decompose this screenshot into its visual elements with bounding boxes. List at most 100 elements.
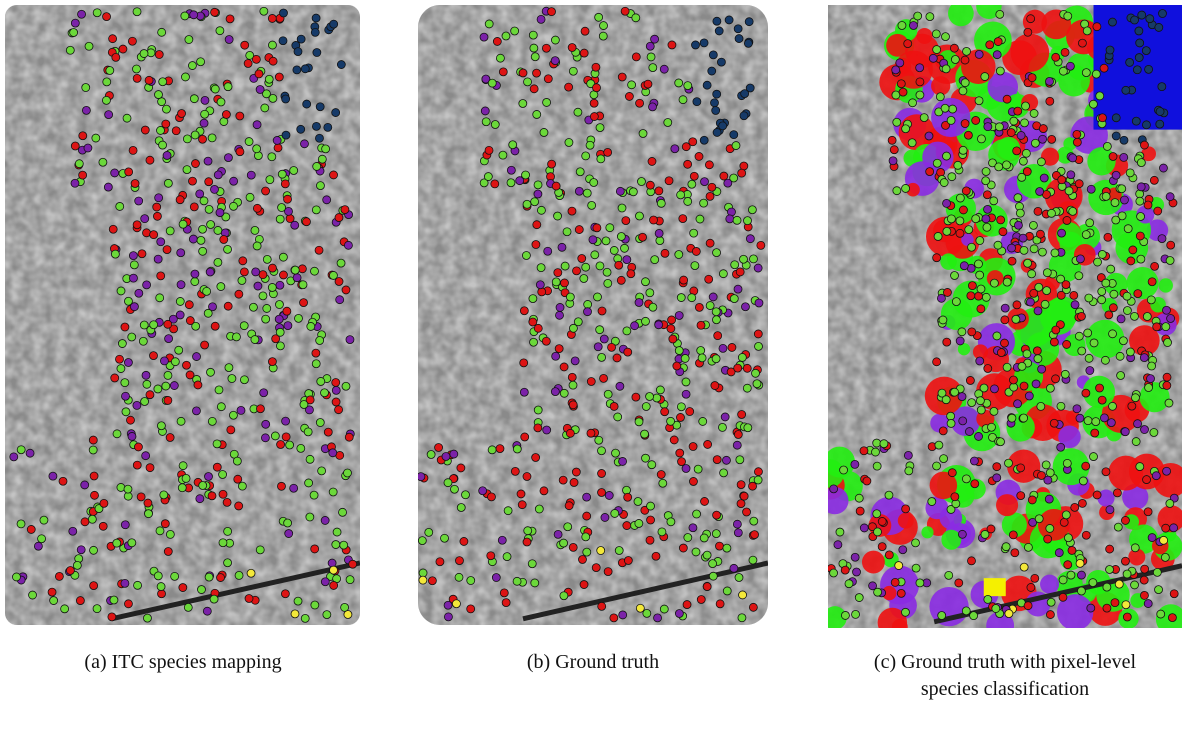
tree-crown (740, 112, 748, 120)
tree-crown (99, 158, 107, 166)
tree-crown (254, 282, 262, 290)
tree-crown (291, 610, 299, 618)
tree-crown (1017, 492, 1025, 500)
tree-crown (1064, 534, 1072, 542)
tree-crown (945, 571, 953, 579)
tree-crown (997, 349, 1005, 357)
tree-crown (252, 55, 260, 63)
tree-crown (425, 528, 433, 536)
tree-crown (1061, 48, 1069, 56)
tree-crown (1087, 185, 1095, 193)
tree-crown (211, 322, 219, 330)
tree-crown (705, 275, 713, 283)
tree-crown (655, 321, 663, 329)
tree-crown (109, 35, 117, 43)
tree-crown (1140, 576, 1148, 584)
tree-crown (121, 323, 129, 331)
tree-crown (1058, 176, 1066, 184)
tree-crown (1122, 86, 1130, 94)
tree-crown (1103, 583, 1111, 591)
tree-crown (569, 381, 577, 389)
tree-crown (647, 516, 655, 524)
tree-crown (340, 541, 348, 549)
tree-crown (734, 25, 742, 33)
tree-crown (627, 270, 635, 278)
tree-crown (81, 481, 89, 489)
tree-crown (1066, 62, 1074, 70)
tree-crown (952, 298, 960, 306)
tree-crown (572, 468, 580, 476)
tree-crown (344, 241, 352, 249)
tree-crown (229, 411, 237, 419)
tree-crown (1126, 58, 1134, 66)
tree-crown (733, 216, 741, 224)
tree-crown (600, 22, 608, 30)
tree-crown (976, 357, 984, 365)
tree-crown (984, 595, 992, 603)
tree-crown (916, 64, 924, 72)
tree-crown (1064, 561, 1072, 569)
tree-crown (163, 151, 171, 159)
tree-crown (1103, 142, 1111, 150)
tree-crown (163, 246, 171, 254)
tree-crown (284, 195, 292, 203)
tree-crown (891, 578, 899, 586)
tree-crown (586, 141, 594, 149)
tree-crown (648, 461, 656, 469)
tree-crown (1127, 257, 1135, 265)
tree-crown (597, 547, 605, 555)
tree-crown (860, 447, 868, 455)
tree-crown (268, 264, 276, 272)
tree-crown (343, 469, 351, 477)
tree-crown (897, 80, 905, 88)
tree-crown (568, 44, 576, 52)
tree-crown (933, 254, 941, 262)
tree-crown (901, 608, 909, 616)
tree-crown (1031, 574, 1039, 582)
tree-crown (118, 340, 126, 348)
tree-crown (234, 475, 242, 483)
tree-crown (1103, 604, 1111, 612)
tree-crown (708, 183, 716, 191)
tree-crown (744, 424, 752, 432)
class-patch (862, 551, 885, 574)
tree-crown (182, 474, 190, 482)
tree-crown (1092, 418, 1100, 426)
tree-crown (1159, 164, 1167, 172)
tree-crown (929, 54, 937, 62)
tree-crown (548, 160, 556, 168)
tree-crown (714, 332, 722, 340)
tree-crown (940, 455, 948, 463)
tree-crown (926, 13, 934, 21)
tree-crown (428, 577, 436, 585)
tree-crown (518, 501, 526, 509)
tree-crown (1136, 190, 1144, 198)
tree-crown (76, 597, 84, 605)
tree-crown (690, 229, 698, 237)
tree-crown (164, 179, 172, 187)
tree-crown (307, 322, 315, 330)
tree-crown (1046, 97, 1054, 105)
tree-crown (1011, 549, 1019, 557)
tree-crown (1109, 330, 1117, 338)
tree-crown (1013, 301, 1021, 309)
tree-crown (655, 187, 663, 195)
tree-crown (227, 426, 235, 434)
tree-crown (983, 223, 991, 231)
tree-crown (996, 67, 1004, 75)
tree-crown (504, 507, 512, 515)
tree-crown (1071, 301, 1079, 309)
tree-crown (530, 44, 538, 52)
tree-crown (177, 281, 185, 289)
tree-crown (624, 557, 632, 565)
tree-crown (568, 373, 576, 381)
tree-crown (632, 14, 640, 22)
tree-crown (703, 583, 711, 591)
tree-crown (615, 546, 623, 554)
tree-crown (1090, 453, 1098, 461)
tree-crown (754, 476, 762, 484)
tree-crown (191, 270, 199, 278)
tree-crown (604, 390, 612, 398)
tree-crown (1112, 216, 1120, 224)
tree-crown (1046, 469, 1054, 477)
